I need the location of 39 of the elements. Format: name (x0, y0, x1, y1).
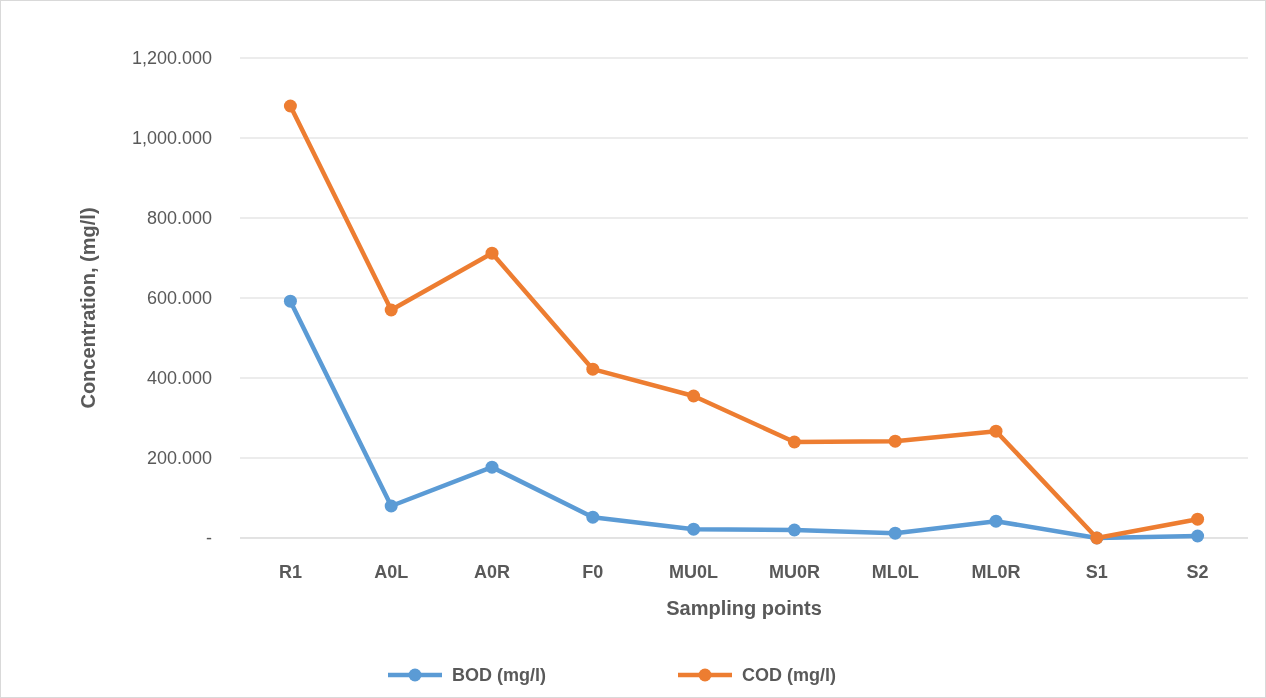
x-tick-label: R1 (278, 562, 302, 582)
point (687, 522, 701, 536)
x-tick-label: S2 (1186, 562, 1209, 582)
y-tick-label: 200.000 (146, 448, 212, 469)
x-tick-label: F0 (582, 562, 604, 582)
point (989, 514, 1003, 528)
x-tick-label: ML0L (871, 562, 919, 582)
point (888, 434, 902, 448)
x-tick-label: ML0R (971, 562, 1021, 582)
x-tick-label: A0L (374, 562, 409, 582)
y-tick-label: 400.000 (146, 368, 212, 389)
legend-label: COD (mg/l) (742, 665, 836, 686)
point (687, 389, 701, 403)
x-tick-label: A0R (473, 562, 511, 582)
point (283, 99, 297, 113)
x-tick-label: MU0R (768, 562, 820, 582)
point (586, 362, 600, 376)
point (787, 435, 801, 449)
y-tick-label: 600.000 (146, 288, 212, 309)
point (586, 510, 600, 524)
x-axis-title: Sampling points (666, 597, 822, 619)
point (485, 460, 499, 474)
x-tick-label: S1 (1085, 562, 1108, 582)
point (888, 526, 902, 540)
point (1191, 512, 1205, 526)
y-tick-label: 1,200.000 (131, 48, 212, 69)
y-tick-label: 1,000.000 (131, 128, 212, 149)
y-tick-label: - (206, 528, 212, 549)
point (384, 303, 398, 317)
point (1191, 529, 1205, 543)
point (989, 424, 1003, 438)
y-axis-title: Concentration, (mg/l) (77, 207, 99, 409)
y-tick-label: 800.000 (146, 208, 212, 229)
point (787, 523, 801, 537)
point (283, 294, 297, 308)
x-tick-label: MU0L (669, 562, 719, 582)
legend-label: BOD (mg/l) (452, 665, 546, 686)
point (384, 499, 398, 513)
point (485, 246, 499, 260)
